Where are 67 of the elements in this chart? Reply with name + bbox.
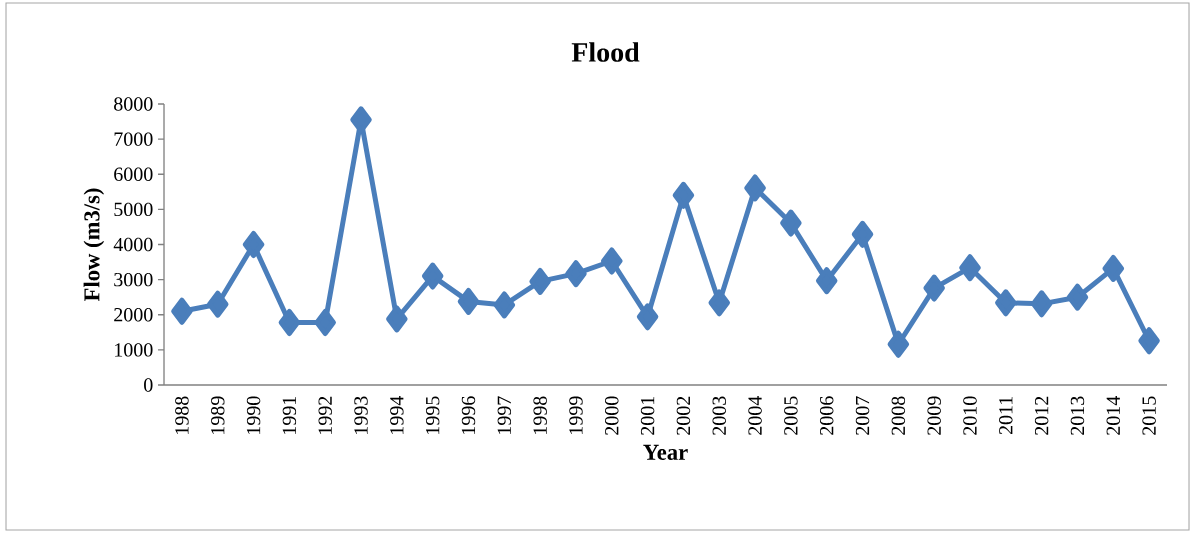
x-tick-label: 2007: [855, 396, 870, 435]
point: [887, 330, 910, 358]
y-axis-title: Flow (m3/s): [83, 188, 105, 302]
y-tick-label: 8000: [114, 97, 153, 111]
x-tick-label: 2014: [1106, 396, 1121, 435]
point: [851, 220, 874, 248]
x-tick-label: 2003: [712, 396, 726, 435]
point: [959, 254, 981, 282]
x-tick-label: 2009: [927, 396, 941, 435]
y-tick-label: 2000: [114, 308, 153, 322]
y-tick-label: 0: [144, 378, 153, 392]
point: [923, 274, 945, 302]
y-tick-label: 1000: [115, 343, 153, 357]
y-tick-label: 3000: [114, 272, 153, 287]
x-tick-label: 2002: [676, 396, 691, 435]
x-tick-label: 2004: [748, 396, 762, 435]
point: [1030, 290, 1053, 318]
x-tick-label: 2008: [891, 396, 906, 435]
y-tick-label: 7000: [114, 132, 153, 146]
point: [780, 209, 802, 237]
point: [278, 308, 301, 336]
x-tick-label: 2010: [963, 396, 977, 435]
point: [672, 181, 695, 209]
point: [601, 247, 623, 275]
point: [529, 267, 551, 295]
y-tick-label: 4000: [113, 237, 153, 252]
point: [1066, 283, 1089, 311]
x-tick-label: 1989: [210, 396, 225, 434]
x-tick-label: 2013: [1070, 396, 1085, 435]
y-tick-label: 5000: [114, 202, 153, 217]
point: [386, 305, 408, 333]
x-tick-label: 2005: [784, 396, 798, 435]
x-tick-label: 1996: [461, 396, 476, 434]
point: [636, 303, 659, 331]
y-tick-label: 6000: [114, 167, 153, 181]
x-tick-label: 1993: [354, 396, 368, 434]
point: [1102, 254, 1125, 282]
chart-title: Flood: [571, 42, 640, 62]
x-tick-label: 1992: [318, 396, 332, 434]
x-tick-label: 1995: [425, 396, 440, 434]
x-tick-label: 1999: [569, 396, 583, 434]
x-tick-label: 1991: [282, 396, 297, 434]
x-tick-label: 1988: [175, 396, 189, 434]
point: [493, 291, 516, 319]
point: [314, 308, 336, 336]
point: [815, 267, 838, 295]
x-tick-label: 2000: [605, 396, 619, 435]
point: [242, 231, 265, 258]
x-tick-label: 1994: [390, 396, 404, 434]
x-tick-label: 2012: [1034, 396, 1049, 435]
point: [457, 287, 480, 315]
x-tick-label: 1998: [533, 396, 547, 434]
point: [206, 290, 229, 318]
x-tick-label: 2011: [999, 396, 1013, 435]
x-axis-title: Year: [643, 444, 688, 460]
point: [421, 262, 444, 290]
point: [744, 174, 766, 202]
point: [995, 289, 1017, 317]
point: [1138, 327, 1160, 355]
point: [708, 289, 730, 317]
x-tick-label: 1990: [246, 396, 261, 434]
x-tick-label: 2001: [640, 396, 655, 435]
point: [565, 260, 587, 288]
x-tick-label: 2015: [1142, 396, 1156, 435]
point: [171, 297, 193, 325]
x-tick-label: 2006: [819, 396, 834, 435]
x-tick-label: 1997: [497, 396, 512, 434]
